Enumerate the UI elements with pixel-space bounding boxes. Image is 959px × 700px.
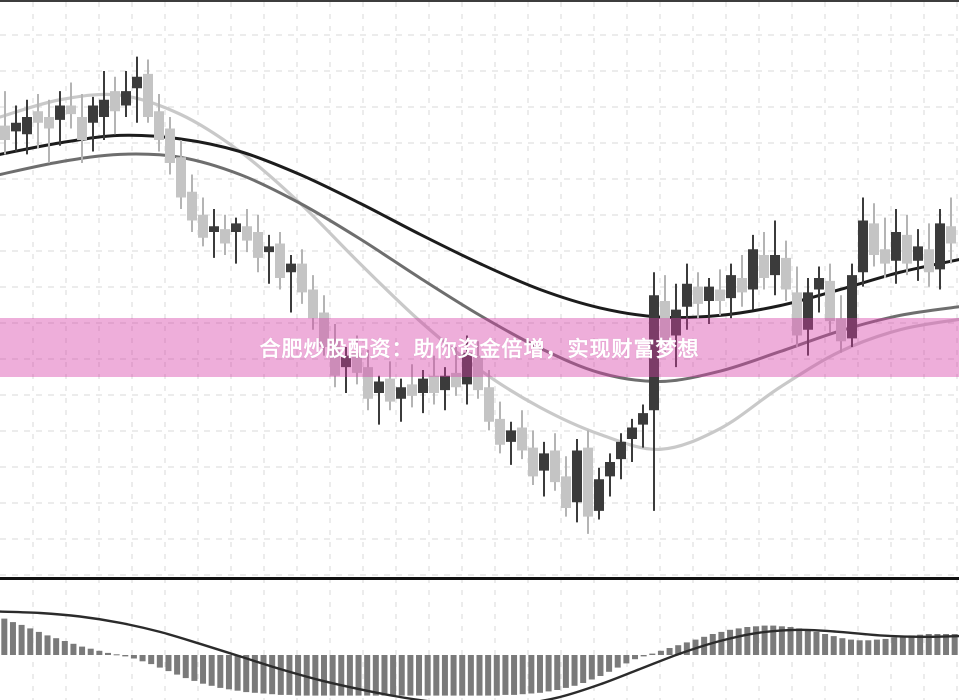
candlestick xyxy=(297,249,307,304)
candlestick xyxy=(572,439,582,523)
candlestick xyxy=(121,71,131,117)
candlestick xyxy=(385,361,395,411)
candlestick xyxy=(902,214,912,276)
candlestick xyxy=(187,174,197,232)
candlestick xyxy=(715,269,725,316)
candlestick xyxy=(462,335,472,405)
candlestick xyxy=(319,295,329,356)
candlestick xyxy=(528,430,538,485)
chart-top-border xyxy=(0,0,959,2)
candlestick xyxy=(506,421,516,465)
candlestick xyxy=(22,99,32,155)
candlestick xyxy=(759,232,769,290)
candlestick xyxy=(253,214,263,273)
candlestick xyxy=(792,266,802,347)
candlestick xyxy=(341,347,351,393)
candlestick xyxy=(737,255,747,307)
candlestick xyxy=(473,341,483,399)
candlestick xyxy=(693,272,703,319)
candlestick xyxy=(88,96,98,152)
candlestick xyxy=(165,117,175,175)
candlestick xyxy=(484,370,494,431)
candlestick xyxy=(660,275,670,353)
candlestick xyxy=(627,418,637,462)
candlestick xyxy=(363,349,373,411)
candlestick xyxy=(517,410,527,460)
candlestick xyxy=(594,467,604,520)
promo-banner-text: 合肥炒股配资：助你资金倍增，实现财富梦想 xyxy=(259,336,700,361)
candlestick xyxy=(605,453,615,497)
candlestick xyxy=(407,364,417,408)
candlestick xyxy=(55,91,65,146)
candlestick xyxy=(66,82,76,129)
candlestick xyxy=(583,430,593,534)
candlestick xyxy=(220,214,230,255)
candlestick xyxy=(242,209,252,253)
candlestick xyxy=(352,335,362,385)
candlestick xyxy=(803,278,813,356)
candlestick xyxy=(561,456,571,517)
candlestick xyxy=(858,197,868,287)
candlestick xyxy=(198,197,208,247)
candlestick xyxy=(209,209,219,258)
candlestick xyxy=(495,401,505,454)
candlestick xyxy=(330,324,340,388)
candlestick xyxy=(869,203,879,267)
candlestick xyxy=(99,71,109,140)
candlestick xyxy=(374,375,384,425)
candlestick xyxy=(649,272,659,511)
candlestick xyxy=(308,275,318,330)
candlestick xyxy=(132,56,142,123)
candlestick xyxy=(880,217,890,278)
candlestick xyxy=(847,263,857,347)
candlestick xyxy=(451,347,461,396)
candlestick xyxy=(946,197,956,264)
candlestick xyxy=(836,295,846,353)
candlestick xyxy=(110,76,120,135)
candlestick xyxy=(440,367,450,411)
candlestick xyxy=(231,217,241,264)
candlestick xyxy=(418,370,428,414)
candlestick xyxy=(935,209,945,290)
candlestick xyxy=(44,99,54,163)
candlestick xyxy=(671,283,681,368)
candlestick xyxy=(704,278,714,324)
candlestick xyxy=(748,234,758,310)
candlestick xyxy=(143,59,153,123)
candlestick xyxy=(726,263,736,319)
candlestick xyxy=(781,240,791,301)
candlestick xyxy=(814,266,824,313)
candlestick xyxy=(616,433,626,480)
candlestick xyxy=(0,91,10,155)
candlestick xyxy=(396,378,406,422)
candlestick xyxy=(33,94,43,149)
panel-separator xyxy=(0,577,959,580)
candlestick xyxy=(770,220,780,296)
candlestick xyxy=(891,209,901,284)
candlestick xyxy=(913,229,923,281)
candlestick xyxy=(77,94,87,163)
candlestick xyxy=(825,263,835,333)
candlestick xyxy=(154,94,164,152)
candlestick xyxy=(264,234,274,284)
candlestick xyxy=(638,404,648,448)
candlestick xyxy=(682,263,692,330)
candlestick xyxy=(429,355,439,405)
candlestick xyxy=(924,223,934,287)
candlestick xyxy=(176,140,186,209)
promo-banner[interactable]: 合肥炒股配资：助你资金倍增，实现财富梦想 xyxy=(0,318,959,377)
candlestick xyxy=(11,105,21,152)
candlestick xyxy=(275,232,285,290)
candlestick xyxy=(550,433,560,491)
candlestick xyxy=(539,441,549,497)
candlestick xyxy=(286,255,296,313)
